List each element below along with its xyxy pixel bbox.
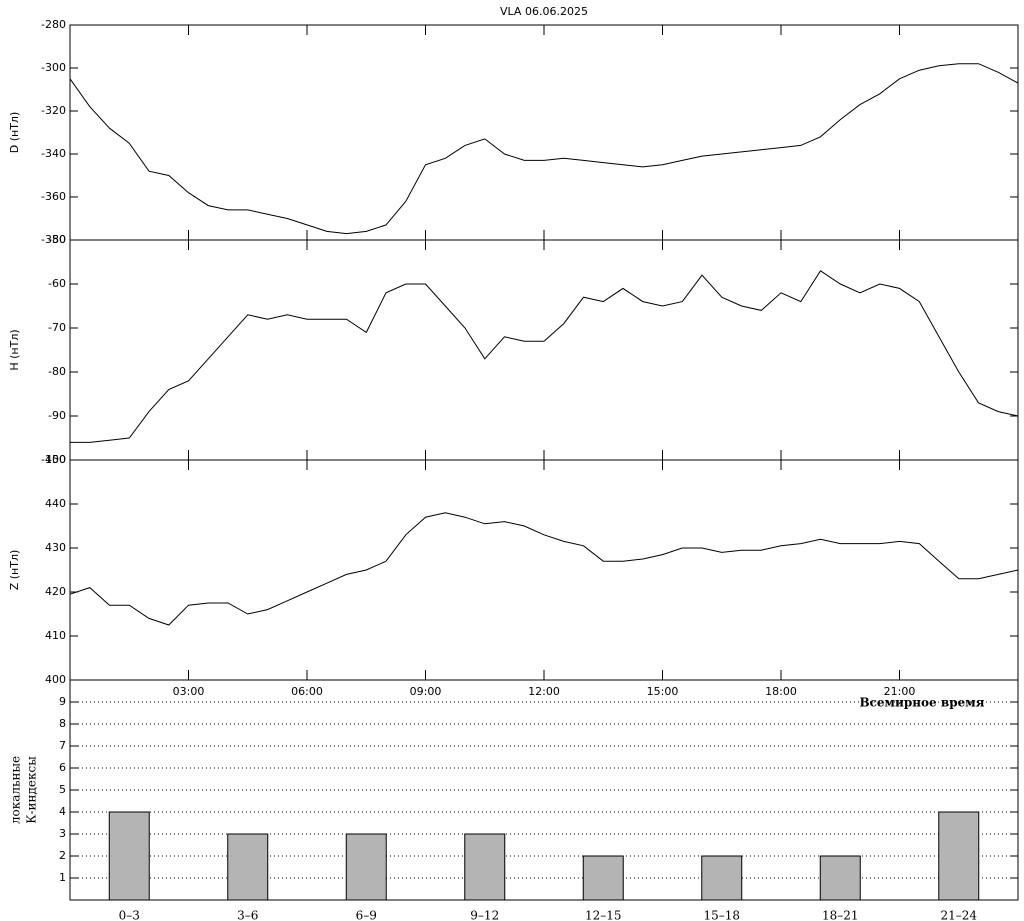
bar: [582, 855, 624, 901]
plot-frame: [69, 239, 1019, 461]
x-tick-label: 12:00: [528, 685, 560, 698]
data-line: [69, 63, 1019, 235]
bar: [108, 811, 150, 901]
x-tick-label: 09:00: [410, 685, 442, 698]
y-tick-label: -90: [48, 409, 66, 422]
y-tick-label: -60: [48, 277, 66, 290]
y-axis-label: локальные: [9, 756, 23, 824]
x-tick-label: 12–15: [585, 909, 622, 921]
bar: [464, 833, 506, 901]
plot-frame: [69, 24, 1019, 241]
bar: [345, 833, 387, 901]
y-tick-label: 2: [59, 849, 66, 862]
bar: [819, 855, 861, 901]
y-tick-label: 450: [45, 453, 66, 466]
y-axis-label: Z (нТл): [8, 550, 21, 591]
bar: [938, 811, 980, 901]
y-tick-label: -320: [41, 104, 66, 117]
y-tick-label: -340: [41, 147, 66, 160]
x-tick-label: 18:00: [765, 685, 797, 698]
y-axis-label: D (нТл): [8, 112, 21, 154]
y-tick-label: 400: [45, 673, 66, 686]
y-tick-label: -380: [41, 233, 66, 246]
x-axis-label: Всемирное время: [859, 696, 984, 710]
plot-frame: [69, 459, 1019, 681]
y-tick-label: 5: [59, 783, 66, 796]
y-tick-label: -50: [48, 233, 66, 246]
y-tick-label: 3: [59, 827, 66, 840]
y-tick-label: 9: [59, 695, 66, 708]
y-tick-label: 420: [45, 585, 66, 598]
data-line: [70, 270, 1019, 443]
x-tick-label: 15:00: [647, 685, 679, 698]
x-tick-label: 3–6: [237, 909, 258, 921]
x-tick-label: 03:00: [173, 685, 205, 698]
y-tick-label: 410: [45, 629, 66, 642]
plot-frame: [69, 679, 1019, 901]
y-tick-label: -360: [41, 190, 66, 203]
y-tick-label: 1: [59, 871, 66, 884]
y-tick-label: 6: [59, 761, 66, 774]
x-tick-label: 6–9: [356, 909, 377, 921]
y-axis-label: К-индексы: [25, 756, 39, 824]
x-tick-label: 06:00: [291, 685, 323, 698]
y-tick-label: 7: [59, 739, 66, 752]
y-tick-label: -100: [41, 453, 66, 466]
y-tick-label: 430: [45, 541, 66, 554]
x-tick-label: 15–18: [703, 909, 740, 921]
data-line: [69, 512, 1019, 626]
y-tick-label: 4: [59, 805, 66, 818]
y-tick-label: -300: [41, 61, 66, 74]
x-tick-label: 21:00: [884, 685, 916, 698]
x-tick-label: 9–12: [470, 909, 499, 921]
y-tick-label: 440: [45, 497, 66, 510]
chart-title: VLA 06.06.2025: [500, 5, 588, 18]
bar: [701, 855, 743, 901]
y-tick-label: 8: [59, 717, 66, 730]
y-tick-label: -80: [48, 365, 66, 378]
y-tick-label: -280: [41, 18, 66, 31]
x-tick-label: 0–3: [119, 909, 140, 921]
bar: [227, 833, 269, 901]
y-axis-label: H (нТл): [8, 329, 21, 370]
x-tick-label: 21–24: [940, 909, 977, 921]
x-tick-label: 18–21: [822, 909, 859, 921]
y-tick-label: -70: [48, 321, 66, 334]
